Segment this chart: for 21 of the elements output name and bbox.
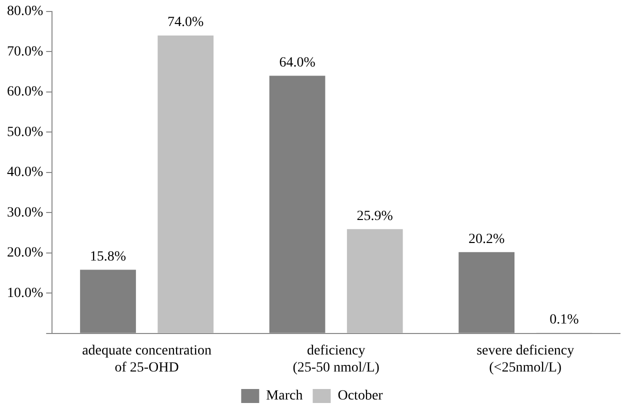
y-tick-label: 30.0% [6,205,44,220]
data-label: 20.2% [468,232,505,247]
data-label: 25.9% [356,208,394,224]
y-tick-label: 50.0% [6,124,44,140]
data-label: 74.0% [168,15,204,30]
x-tick-label: deficiency (25-50 nmol/L) [292,343,380,376]
y-tick-label: 20.0% [6,246,44,261]
y-tick-label: 80.0% [6,4,44,20]
x-tick-label: severe deficiency (<25nmol/L) [476,343,574,376]
y-tick-label: 40.0% [6,165,44,180]
data-label: 64.0% [279,55,316,70]
y-tick-label: 60.0% [6,84,44,100]
x-tick-label: adequate concentration of 25-OHD [82,343,212,376]
bar [158,36,214,333]
y-tick-label: 10.0% [6,286,44,301]
y-tick-label: 70.0% [6,44,44,60]
data-label: 15.8% [90,249,126,264]
bar [346,229,403,333]
legend-label: October [338,388,384,404]
data-label: 0.1% [550,312,580,328]
legend-label: March [266,388,303,404]
